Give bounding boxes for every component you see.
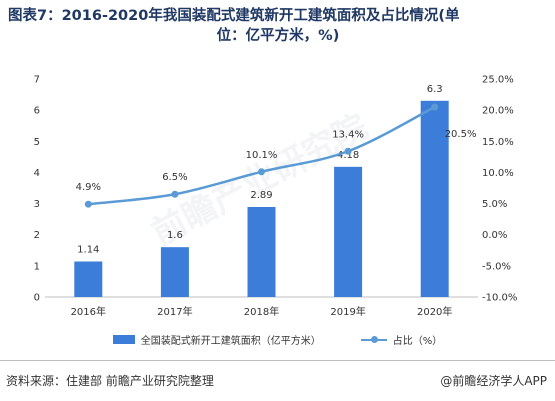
credit-note: @前瞻经济学人APP: [440, 374, 547, 388]
footer-divider: [0, 360, 555, 361]
line-point: [431, 103, 439, 111]
chart-title: 图表7：2016-2020年我国装配式建筑新开工建筑面积及占比情况(单 位：亿平…: [8, 6, 548, 46]
y-left-tick-label: 1: [34, 261, 40, 272]
bar: [420, 100, 449, 297]
chart-title-line-1: 图表7：2016-2020年我国装配式建筑新开工建筑面积及占比情况(单: [8, 8, 460, 24]
bar-value-label: 2.89: [250, 190, 272, 201]
y-right-tick-label: 25.0%: [482, 75, 514, 86]
line-value-label: 20.5%: [445, 129, 477, 140]
line-point: [171, 190, 179, 198]
x-tick-label: 2018年: [244, 305, 279, 318]
bar: [247, 206, 276, 297]
legend-bar-swatch: [112, 335, 135, 344]
y-right-tick-label: 20.0%: [482, 106, 514, 117]
y-right-tick-label: 0.0%: [482, 230, 507, 241]
y-right-tick-label: -5.0%: [482, 261, 511, 272]
y-left-tick-label: 2: [34, 230, 40, 241]
line-point: [258, 168, 265, 176]
bar-value-label: 6.3: [427, 84, 443, 95]
line-point: [84, 200, 92, 208]
line-value-label: 10.1%: [246, 150, 278, 161]
combo-chart: 前瞻产业研究院01234567-10.0%-5.0%0.0%5.0%10.0%1…: [34, 75, 518, 319]
bar: [74, 261, 103, 297]
chart-title-line-2: 位：亿平方米，%): [216, 28, 340, 44]
y-left-tick-label: 7: [34, 75, 40, 86]
y-left-tick-label: 5: [34, 137, 40, 148]
x-tick-label: 2016年: [71, 305, 106, 318]
legend-item-line: 占比（%）: [360, 332, 443, 347]
line-value-label: 4.9%: [76, 182, 101, 193]
bar-value-label: 1.6: [167, 230, 183, 241]
line-value-label: 6.5%: [162, 172, 187, 183]
x-tick-label: 2020年: [417, 305, 452, 318]
line-point: [344, 147, 352, 155]
legend-item-bar: 全国装配式新开工建筑面积（亿平方米）: [112, 332, 321, 347]
source-note: 资料来源：住建部 前瞻产业研究院整理: [6, 374, 214, 388]
x-tick-label: 2019年: [330, 305, 365, 318]
bar-value-label: 4.18: [337, 150, 359, 161]
y-left-tick-label: 6: [34, 106, 40, 117]
y-left-tick-label: 4: [34, 168, 40, 179]
y-right-tick-label: -10.0%: [482, 293, 517, 304]
legend-line-label: 占比（%）: [392, 336, 443, 347]
legend-bar-label: 全国装配式新开工建筑面积（亿平方米）: [140, 336, 321, 347]
x-tick-label: 2017年: [157, 305, 192, 318]
chart-legend: 全国装配式新开工建筑面积（亿平方米） 占比（%）: [0, 332, 555, 347]
y-right-tick-label: 5.0%: [482, 199, 507, 210]
bar: [160, 247, 189, 297]
y-left-tick-label: 3: [34, 199, 40, 210]
line-value-label: 13.4%: [332, 129, 364, 140]
y-right-tick-label: 15.0%: [482, 137, 514, 148]
y-right-tick-label: 10.0%: [482, 168, 514, 179]
legend-line-swatch: [360, 335, 387, 344]
bar: [334, 166, 363, 297]
bar-value-label: 1.14: [77, 244, 99, 255]
y-left-tick-label: 0: [34, 293, 40, 304]
